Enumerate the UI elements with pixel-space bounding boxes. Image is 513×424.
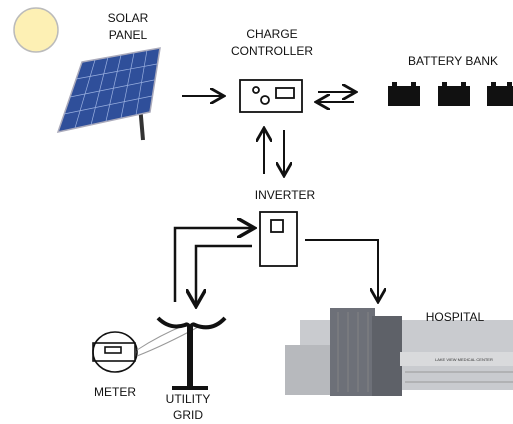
meter bbox=[92, 324, 201, 373]
inverter bbox=[259, 211, 298, 267]
hospital-label: HOSPITAL bbox=[426, 310, 485, 324]
battery-bank bbox=[388, 82, 513, 106]
solar-panel bbox=[56, 47, 161, 141]
controller-label: CONTROLLER bbox=[231, 44, 313, 58]
controller-label: CHARGE bbox=[246, 27, 297, 41]
solar-label: SOLAR bbox=[108, 11, 149, 25]
utility-grid bbox=[156, 316, 227, 390]
arrow bbox=[173, 228, 252, 302]
sun bbox=[13, 7, 59, 53]
meter-label: METER bbox=[94, 385, 136, 399]
grid-label: UTILITY bbox=[166, 392, 211, 406]
hospital: LAKE VIEW MEDICAL CENTER bbox=[285, 308, 513, 396]
hospital-sign: LAKE VIEW MEDICAL CENTER bbox=[435, 357, 493, 362]
battery-label: BATTERY BANK bbox=[408, 54, 498, 68]
inverter-label: INVERTER bbox=[255, 188, 316, 202]
solar-label: PANEL bbox=[109, 28, 148, 42]
arrow bbox=[305, 239, 378, 300]
charge-controller bbox=[239, 79, 303, 113]
arrow bbox=[196, 244, 252, 304]
grid-label: GRID bbox=[173, 408, 203, 422]
